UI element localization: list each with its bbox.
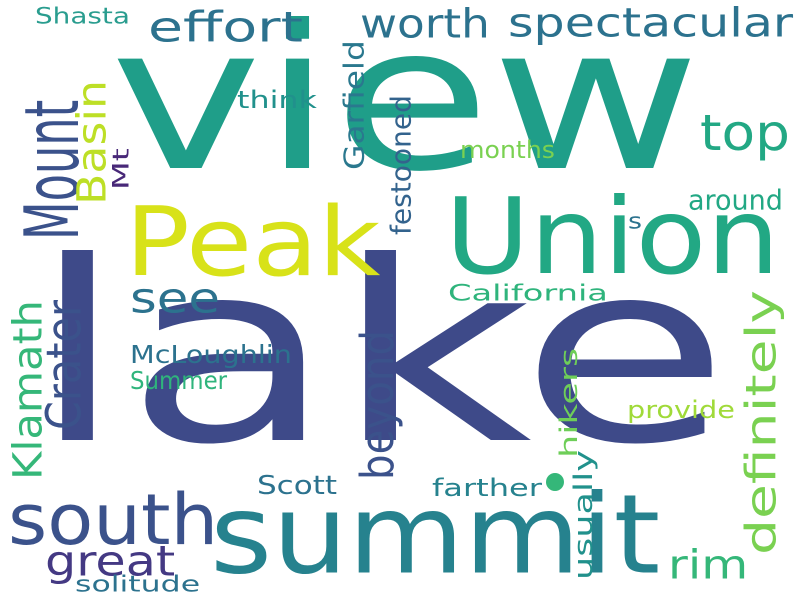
word-south: south	[8, 478, 219, 561]
word-top: top	[700, 103, 790, 162]
word-usually: usually	[567, 450, 599, 580]
word-garfield: Garfield	[337, 40, 371, 170]
word-spectacular: spectacular	[508, 0, 794, 47]
word-definitely: definitely	[736, 290, 786, 555]
word-basin: Basin	[68, 79, 116, 205]
word-union: Union	[445, 175, 780, 299]
word-festooned: festooned	[384, 95, 418, 235]
word-beyond: beyond	[350, 329, 404, 480]
word-s: s	[628, 208, 643, 234]
word-scott: Scott	[257, 469, 338, 501]
word-lake: lake	[30, 207, 730, 500]
word-mt: Mt	[108, 148, 134, 190]
word-shasta: Shasta	[35, 3, 130, 29]
word-farther: farther	[432, 473, 542, 502]
word-great: great	[45, 536, 176, 586]
word-klamath: Klamath	[4, 300, 52, 480]
word-california: California	[448, 280, 608, 306]
word-worth: worth	[360, 0, 490, 48]
word-mcloughlin: McLoughlin	[130, 339, 292, 369]
word-see: see	[130, 273, 221, 323]
word-view: view	[110, 0, 701, 216]
word-summit: summit	[210, 470, 661, 599]
word-think: think	[237, 85, 317, 114]
word-effort: effort	[148, 2, 303, 52]
word-peak: Peak	[125, 186, 381, 298]
word-months: months	[460, 135, 555, 164]
word-provide: provide	[627, 395, 735, 424]
word-rim: rim	[668, 541, 749, 589]
word-fragment	[546, 473, 564, 491]
word-hikers: hikers	[554, 347, 583, 458]
word-solitude: solitude	[75, 571, 201, 597]
word-summer: Summer	[130, 365, 228, 395]
word-around: around	[688, 183, 783, 217]
